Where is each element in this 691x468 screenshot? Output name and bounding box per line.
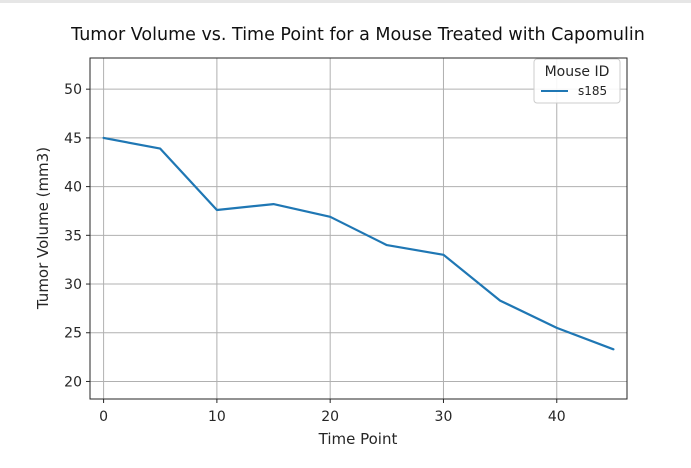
- y-tick-label: 45: [64, 131, 82, 147]
- y-tick-label: 50: [64, 82, 82, 98]
- legend-title: Mouse ID: [545, 64, 610, 80]
- series-line-s185: [102, 136, 615, 351]
- x-tick-label: 40: [548, 409, 566, 425]
- plot-area: 0 10 20 30 40 20 25 30 35 40 45 50: [64, 57, 628, 425]
- x-axis-label: Time Point: [318, 430, 398, 448]
- x-tick-label: 20: [321, 409, 339, 425]
- x-axis-ticks: 0 10 20 30 40: [99, 399, 566, 425]
- y-axis-label: Tumor Volume (mm3): [34, 147, 52, 310]
- series-lines: [102, 136, 615, 351]
- window-top-border: [0, 0, 691, 3]
- y-tick-label: 35: [64, 228, 82, 244]
- grid-lines: [90, 58, 627, 399]
- legend: Mouse ID s185: [533, 58, 621, 104]
- chart-title: Tumor Volume vs. Time Point for a Mouse …: [70, 25, 645, 45]
- legend-label: s185: [578, 84, 607, 98]
- y-tick-label: 20: [64, 374, 82, 390]
- x-tick-label: 30: [435, 409, 453, 425]
- x-tick-label: 0: [99, 409, 108, 425]
- y-axis-ticks: 20 25 30 35 40 45 50: [64, 82, 90, 390]
- x-tick-label: 10: [208, 409, 226, 425]
- plot-background: [90, 58, 627, 399]
- plot-frame: [89, 57, 628, 400]
- y-tick-label: 40: [64, 180, 82, 196]
- y-tick-label: 30: [64, 277, 82, 293]
- y-tick-label: 25: [64, 326, 82, 342]
